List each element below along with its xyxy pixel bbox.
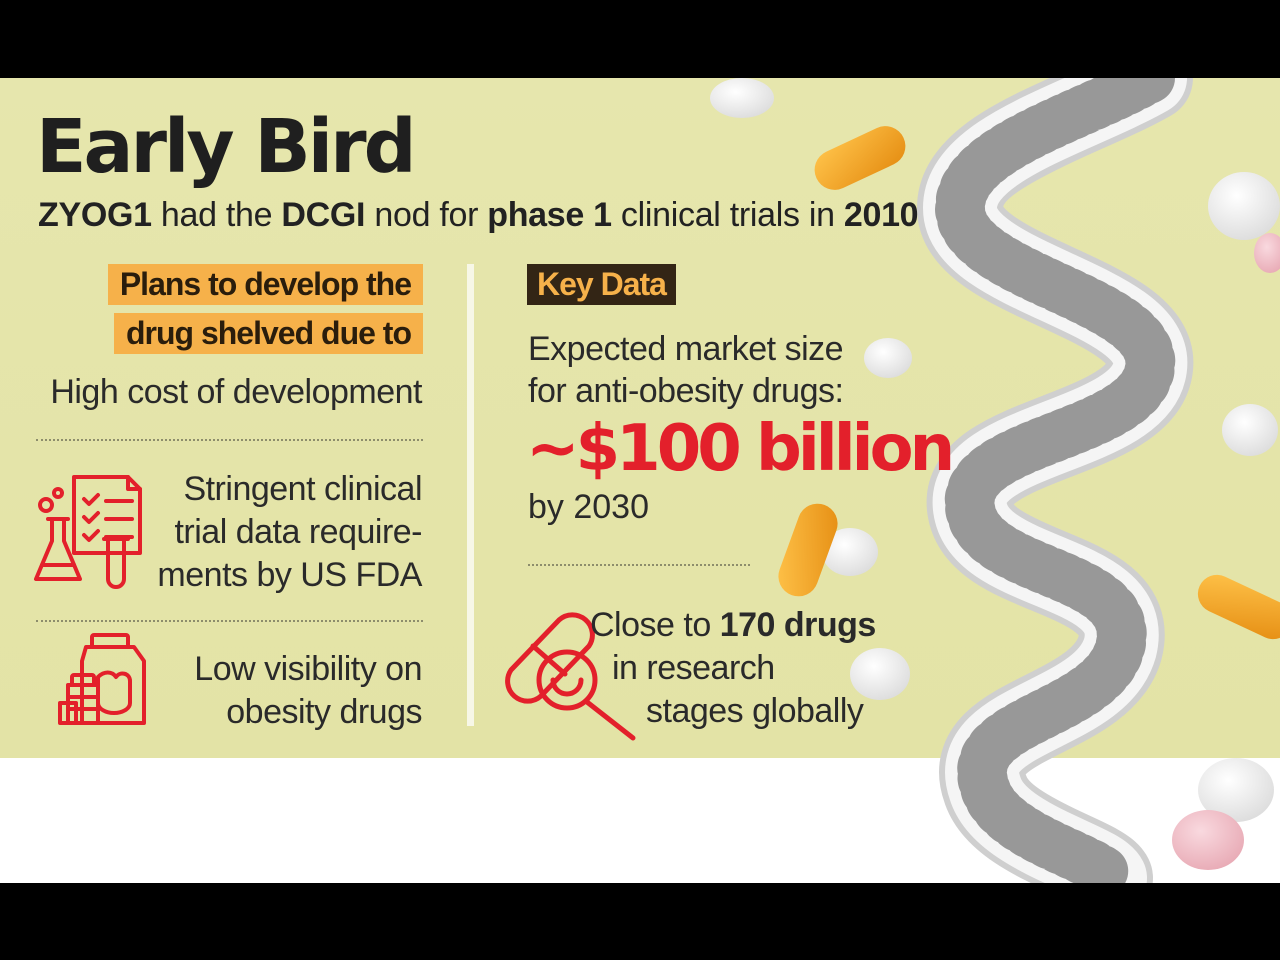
infographic: Early Bird ZYOG1 had the DCGI nod for ph… [0,78,1280,883]
market-size-label: Expected market size for anti-obesity dr… [528,328,844,412]
reason-text: High cost of development [50,373,422,411]
reason-text: Stringent clinical [183,470,422,508]
divider [528,564,750,566]
market-size-label-line: Expected market size [528,330,844,368]
measuring-tape-icon [916,78,1194,883]
research-count: 170 drugs [719,606,877,644]
research-prefix: Close to [590,606,720,644]
pink-pill-icon [1172,810,1244,870]
orange-capsule-icon [1197,574,1280,640]
plans-heading-line2: drug shelved due to [113,313,423,354]
column-divider [467,264,474,726]
orange-capsule-icon [814,126,906,190]
pills-and-measuring-tape-illustration [710,78,1280,883]
subtitle-regulator: DCGI [281,196,366,234]
page-title: Early Bird [36,104,417,190]
white-pill-icon [850,648,910,700]
subtitle-drug-name: ZYOG1 [38,196,152,234]
market-size-year: by 2030 [528,488,649,526]
market-size-label-line: for anti-obesity drugs: [528,372,844,410]
reason-text: obesity drugs [226,693,422,731]
white-pill-icon [1208,172,1280,240]
white-pill-icon [1198,758,1274,822]
reason-item: Low visibility on obesity drugs [194,648,422,734]
reason-text: trial data require- [174,513,422,551]
pink-pill-icon [1254,233,1280,273]
white-pill-icon [864,338,912,378]
subtitle: ZYOG1 had the DCGI nod for phase 1 clini… [38,196,919,235]
subtitle-text: clinical trials in [611,196,844,234]
subtitle-phase: phase 1 [487,196,612,234]
reason-item: Stringent clinical trial data require- m… [157,468,422,597]
reason-text: ments by US FDA [157,556,422,594]
research-line: stages globally [646,692,864,730]
white-pill-icon [710,78,774,118]
clinical-checklist-flask-icon [34,475,142,589]
capsule-magnifier-icon [505,612,636,741]
medicine-bottles-icon [58,633,146,725]
market-size-value: ~$100 billion [526,412,955,486]
research-drugs-text: Close to 170 drugs in research stages gl… [590,604,876,733]
research-line: in research [612,649,775,687]
white-pill-icon [822,528,878,576]
reason-text: Low visibility on [194,650,422,688]
plans-heading: Plans to develop the drug shelved due to [107,264,423,362]
plans-heading-line1: Plans to develop the [107,264,423,305]
reason-item: High cost of development [50,371,422,414]
subtitle-text: had the [151,196,282,234]
white-pill-icon [1222,404,1278,456]
divider [36,620,423,622]
key-data-badge: Key Data [527,264,676,305]
divider [36,439,423,441]
subtitle-text: nod for [365,196,488,234]
orange-capsule-icon [778,503,838,597]
subtitle-year: 2010 [843,196,919,234]
